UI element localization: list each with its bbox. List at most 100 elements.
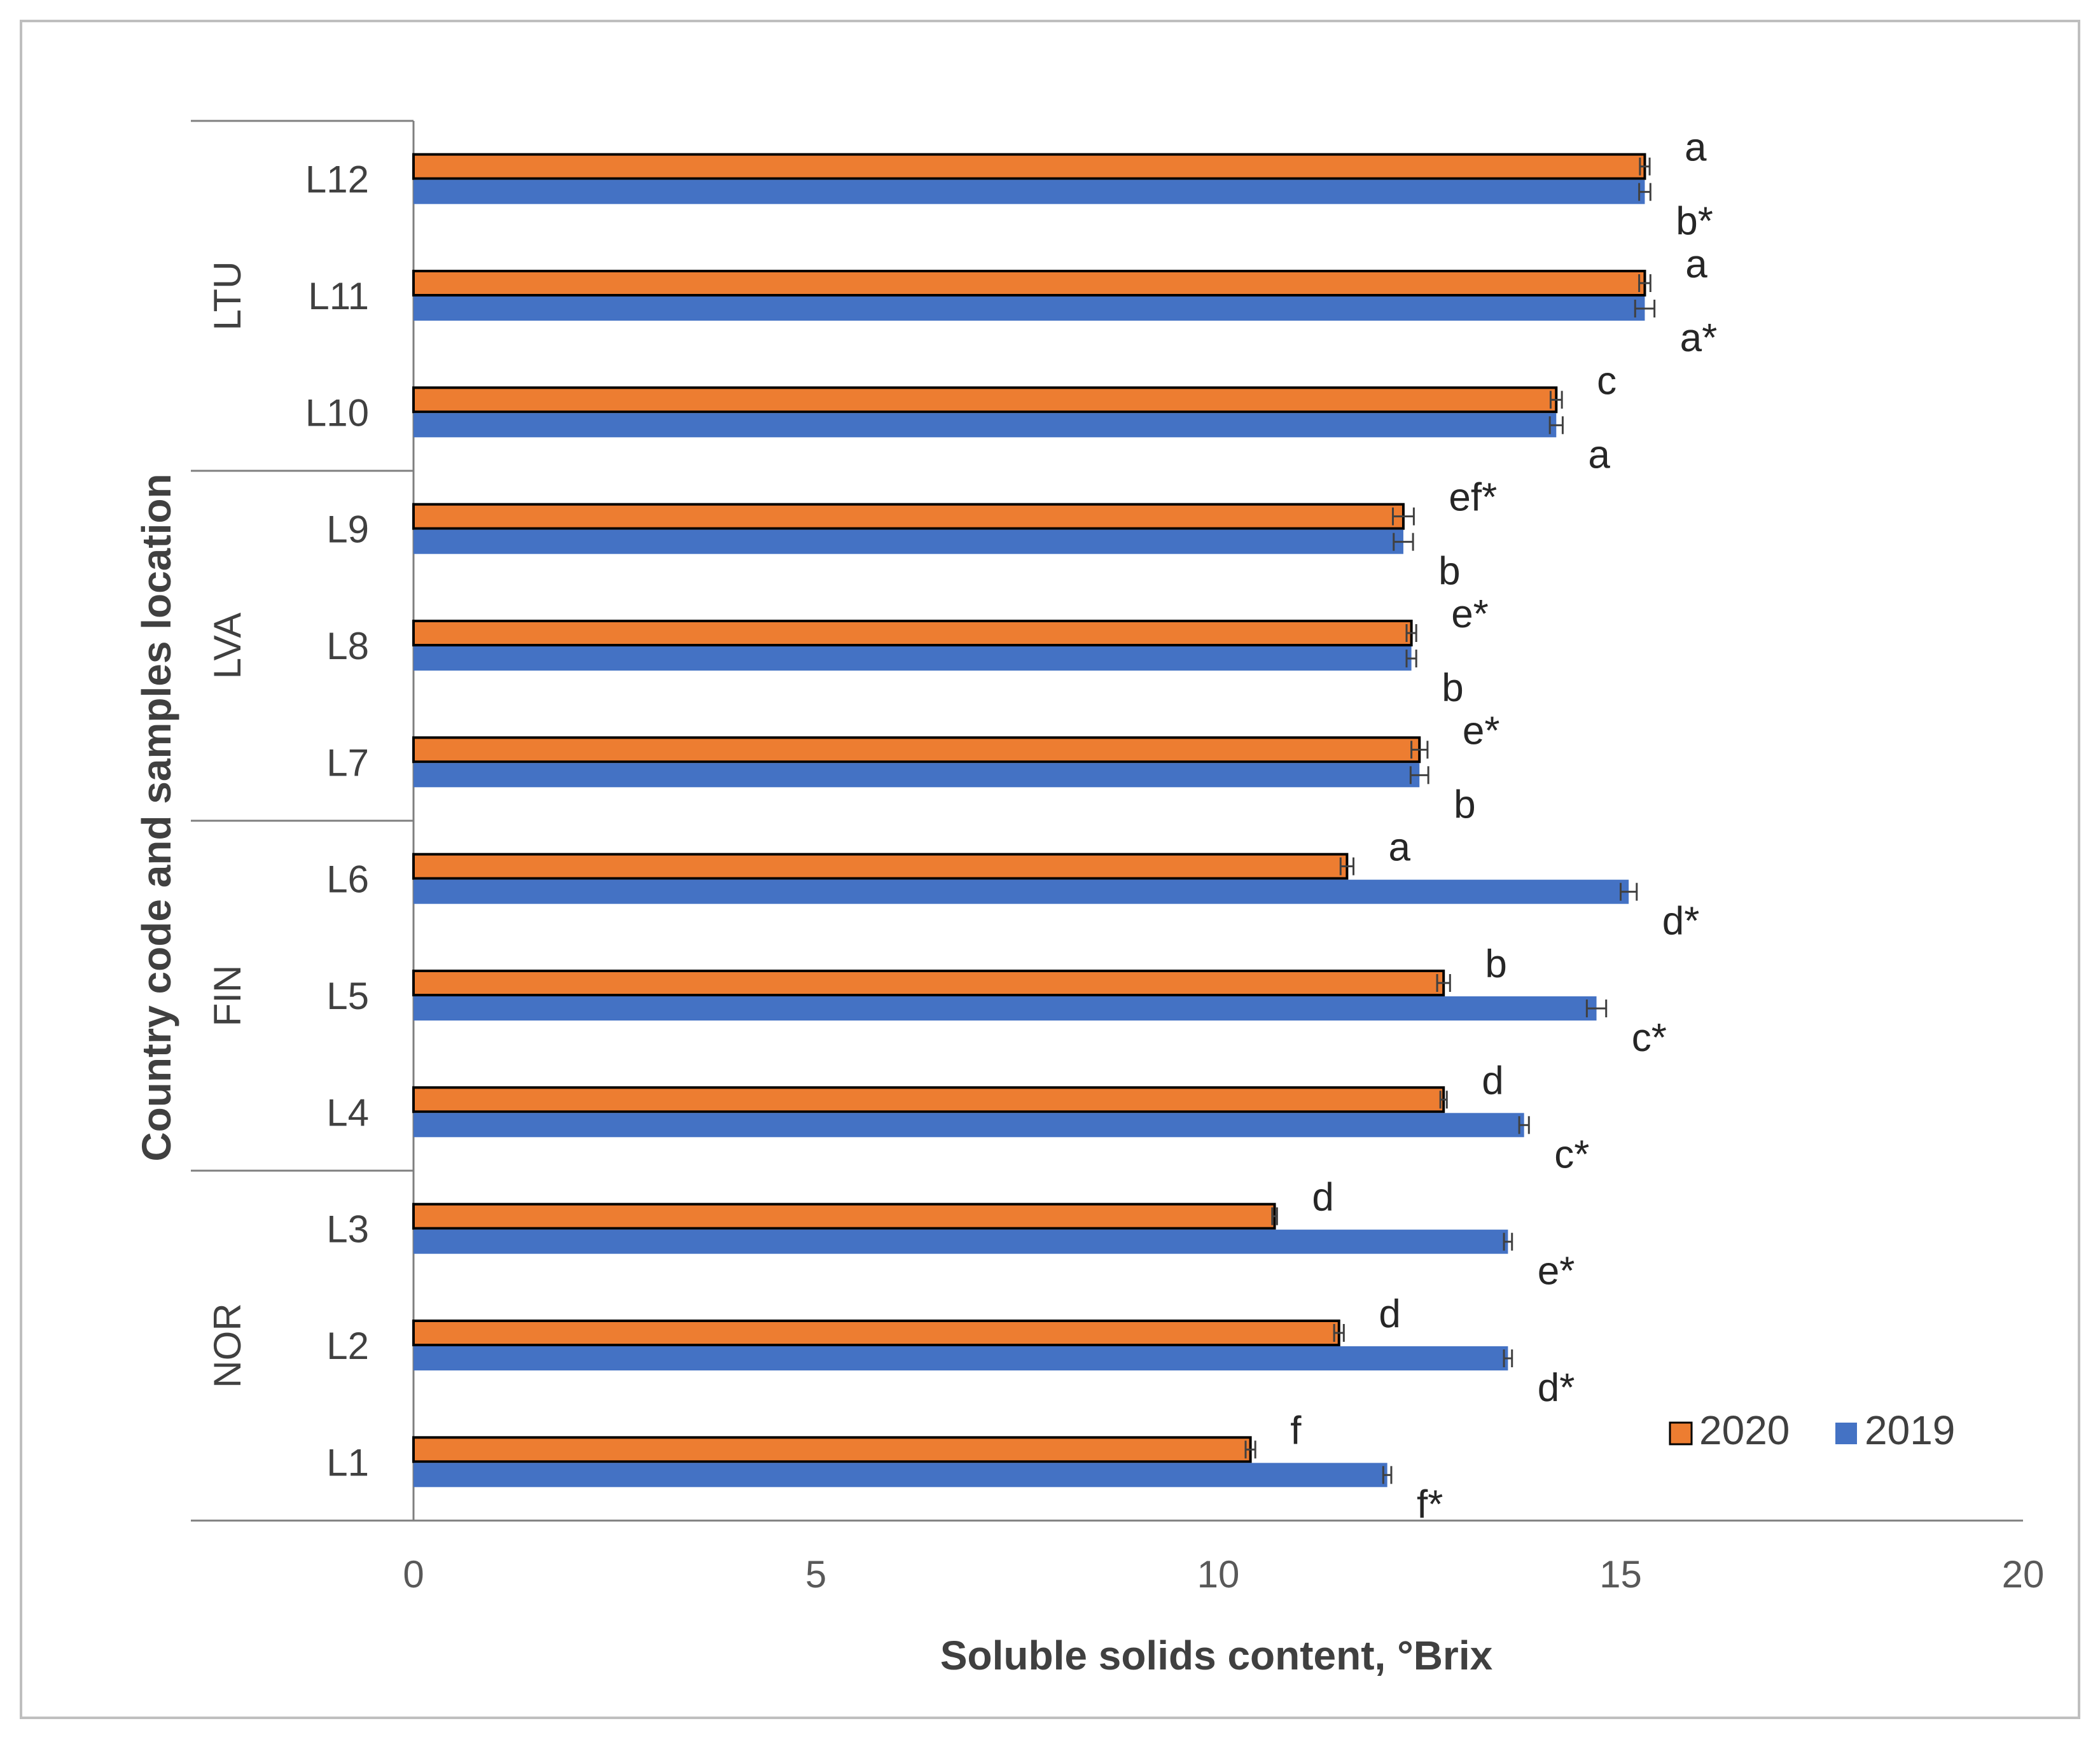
label-2020-l2: d: [1379, 1292, 1400, 1336]
error-bar-2020-l6: [1339, 857, 1355, 875]
label-2019-l4: c*: [1554, 1132, 1589, 1176]
bar-2020-l4: [412, 1086, 1445, 1113]
legend: 2020 2019: [1669, 1407, 1955, 1453]
error-bar-2020-l1: [1244, 1440, 1256, 1459]
label-2020-l3: d: [1312, 1176, 1333, 1220]
bar-2020-l12: [412, 153, 1646, 180]
x-axis-title: Soluble solids content, °Brix: [940, 1633, 1493, 1678]
bar-2020-l6: [412, 853, 1349, 880]
category-label-l7: L7: [326, 741, 369, 784]
category-label-l3: L3: [326, 1208, 369, 1251]
label-2020-l11: a: [1685, 242, 1707, 286]
group-label-lva: LVA: [206, 613, 249, 679]
bar-2019-l2: [414, 1346, 1508, 1370]
error-bar-2019-l8: [1405, 650, 1417, 667]
bar-2019-l9: [414, 529, 1403, 554]
x-tick-label: 10: [1197, 1553, 1240, 1596]
y-axis-title: Country code and samples location: [134, 473, 179, 1161]
label-2019-l9: b: [1438, 550, 1460, 594]
error-bar-2019-l3: [1503, 1232, 1513, 1251]
bar-2019-l1: [414, 1463, 1387, 1488]
label-2019-l11: a*: [1680, 316, 1718, 360]
category-label-l9: L9: [326, 508, 369, 551]
label-2020-l4: d: [1482, 1059, 1503, 1103]
bar-2020-l3: [412, 1202, 1276, 1230]
x-tick-label: 15: [1599, 1553, 1642, 1596]
bars: [412, 153, 1646, 1488]
bar-2019-l5: [414, 996, 1597, 1021]
bar-2019-l4: [414, 1113, 1524, 1138]
label-2019-l10: a: [1588, 433, 1610, 477]
label-2019-l7: b: [1454, 783, 1475, 826]
label-2019-l1: f*: [1417, 1482, 1443, 1526]
category-label-l1: L1: [326, 1441, 369, 1484]
group-label-ltu: LTU: [206, 261, 249, 331]
x-tick-label: 5: [805, 1553, 826, 1596]
category-label-l5: L5: [326, 975, 369, 1017]
error-bar-2020-l8: [1405, 624, 1417, 642]
bar-2020-l9: [412, 503, 1405, 530]
error-bars: [1244, 157, 1656, 1484]
bar-2020-l5: [412, 970, 1445, 996]
error-bar-2020-l11: [1638, 274, 1651, 292]
error-bar-2019-l1: [1382, 1466, 1393, 1484]
error-bar-2020-l7: [1410, 741, 1429, 759]
category-label-l6: L6: [326, 858, 369, 901]
label-2020-l7: e*: [1463, 709, 1500, 753]
label-2019-l3: e*: [1538, 1250, 1575, 1293]
axes: 0 5 10 15 20: [191, 120, 2045, 1596]
error-bar-2020-l12: [1639, 157, 1651, 176]
error-bar-2019-l12: [1638, 183, 1651, 201]
error-bar-2019-l6: [1620, 882, 1638, 901]
bar-2020-l2: [412, 1320, 1340, 1346]
label-2020-l12: a: [1685, 126, 1707, 170]
legend-label-2019: 2019: [1865, 1407, 1955, 1453]
bar-2020-l1: [412, 1436, 1252, 1463]
label-2019-l12: b*: [1676, 200, 1713, 244]
category-label-l11: L11: [308, 275, 369, 317]
error-bar-2019-l7: [1409, 766, 1429, 784]
label-2019-l6: d*: [1662, 900, 1700, 944]
error-bar-2019-l2: [1503, 1349, 1513, 1367]
bar-2019-l7: [414, 763, 1420, 788]
bar-2020-l10: [412, 386, 1558, 414]
bar-2019-l6: [414, 879, 1629, 904]
error-bar-2019-l10: [1548, 416, 1564, 435]
error-bar-2020-l9: [1392, 507, 1415, 526]
legend-swatch-2019: [1835, 1423, 1857, 1444]
category-label-l4: L4: [326, 1091, 369, 1134]
x-tick-label: 20: [2002, 1553, 2045, 1596]
error-bar-2019-l9: [1393, 533, 1414, 551]
label-2020-l9: ef*: [1449, 476, 1497, 520]
label-2020-l6: a: [1389, 826, 1411, 870]
error-bar-2019-l11: [1634, 300, 1656, 317]
error-bar-2020-l4: [1439, 1090, 1448, 1109]
error-bar-2019-l4: [1518, 1116, 1530, 1134]
legend-item-2019: 2019: [1835, 1407, 1955, 1453]
legend-swatch-2020: [1669, 1421, 1693, 1446]
bar-2019-l3: [414, 1229, 1508, 1254]
category-label-l2: L2: [326, 1325, 369, 1367]
bar-2020-l8: [412, 620, 1413, 646]
label-2019-l2: d*: [1538, 1366, 1575, 1410]
group-labels: NOR FIN LVA LTU: [206, 261, 249, 1388]
category-label-l8: L8: [326, 625, 369, 667]
error-bar-2020-l3: [1271, 1207, 1278, 1225]
bar-2019-l10: [414, 413, 1557, 438]
bar-2019-l11: [414, 296, 1645, 321]
label-2019-l8: b: [1442, 666, 1463, 710]
bar-2020-l11: [412, 270, 1646, 296]
bar-2020-l7: [412, 736, 1421, 763]
x-tick-label: 0: [403, 1553, 424, 1596]
category-labels: L1 L2 L3 L4 L5 L6 L7 L8 L9 L10 L11 L12: [305, 158, 369, 1484]
error-bar-2020-l5: [1436, 974, 1451, 992]
label-2020-l1: f: [1290, 1409, 1302, 1453]
label-2020-l10: c: [1597, 359, 1617, 403]
group-label-nor: NOR: [206, 1303, 249, 1388]
legend-label-2020: 2020: [1699, 1407, 1790, 1453]
error-bar-2019-l5: [1585, 1000, 1608, 1017]
label-2019-l5: c*: [1632, 1016, 1667, 1060]
